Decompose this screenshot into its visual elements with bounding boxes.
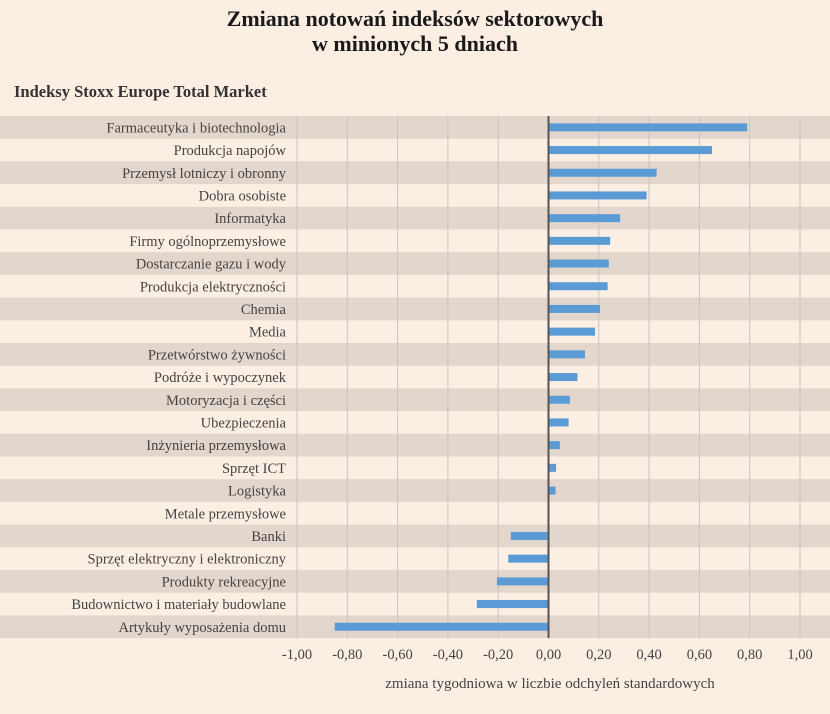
category-label: Przetwórstwo żywności: [148, 347, 286, 363]
category-label: Produkcja elektryczności: [140, 279, 286, 295]
x-axis-label: zmiana tygodniowa w liczbie odchyleń sta…: [385, 676, 715, 692]
bar: [548, 214, 621, 223]
category-label: Sprzęt elektryczny i elektroniczny: [88, 552, 287, 568]
row-stripe: [0, 570, 830, 593]
x-tick-label: 0,60: [687, 647, 712, 663]
row-stripe: [0, 252, 830, 275]
bar: [334, 622, 549, 631]
chart-title-line-2: w minionych 5 dniach: [312, 31, 518, 56]
category-label: Podróże i wypoczynek: [154, 370, 287, 386]
category-label: Artykuły wyposażenia domu: [118, 620, 286, 636]
bar: [548, 123, 748, 132]
x-tick-label: 1,00: [787, 647, 812, 663]
bar: [496, 577, 549, 586]
row-stripe: [0, 116, 830, 139]
row-stripe: [0, 479, 830, 502]
x-tick-label: 0,00: [536, 647, 561, 663]
bar: [548, 304, 601, 313]
row-stripe: [0, 433, 830, 457]
category-label: Produkcja napojów: [174, 143, 287, 159]
row-stripe: [0, 524, 830, 548]
x-tick-label: -0,40: [433, 647, 463, 663]
bar: [548, 395, 570, 404]
bar: [548, 486, 556, 495]
x-tick-label: -0,60: [382, 647, 412, 663]
category-label: Firmy ogólnoprzemysłowe: [129, 234, 286, 250]
category-label: Dostarczanie gazu i wody: [136, 257, 287, 273]
category-label: Logistyka: [228, 484, 287, 500]
bar: [548, 418, 569, 427]
category-label: Chemia: [241, 302, 287, 318]
category-label: Sprzęt ICT: [222, 461, 286, 477]
category-label: Media: [249, 325, 287, 341]
category-label: Ubezpieczenia: [201, 415, 287, 431]
row-stripe: [0, 161, 830, 185]
bar: [476, 600, 549, 609]
bar: [548, 463, 557, 472]
category-label: Inżynieria przemysłowa: [146, 438, 286, 454]
category-label: Banki: [251, 529, 286, 545]
bar: [548, 327, 596, 336]
bar: [548, 191, 647, 200]
category-label: Budownictwo i materiały budowlane: [71, 597, 286, 613]
x-tick-label: -0,20: [483, 647, 513, 663]
chart-title: Zmiana notowań indeksów sektorowych w mi…: [0, 6, 830, 56]
chart-title-line-1: Zmiana notowań indeksów sektorowych: [226, 6, 604, 31]
chart-subtitle: Indeksy Stoxx Europe Total Market: [14, 82, 267, 101]
x-tick-label: -0,80: [332, 647, 362, 663]
bar: [548, 350, 585, 359]
x-tick-label: 0,80: [737, 647, 762, 663]
bar: [548, 236, 611, 245]
row-stripe: [0, 343, 830, 366]
category-label: Przemysł lotniczy i obronny: [122, 166, 287, 182]
category-label: Informatyka: [214, 211, 286, 227]
category-label: Produkty rekreacyjne: [162, 574, 286, 590]
category-label: Farmaceutyka i biotechnologia: [106, 120, 286, 136]
x-tick-label: -1,00: [282, 647, 312, 663]
row-stripe: [0, 206, 830, 230]
bar: [548, 259, 609, 268]
category-label: Dobra osobiste: [199, 188, 286, 204]
bar: [548, 146, 712, 155]
bar: [548, 373, 578, 382]
row-stripe: [0, 297, 830, 321]
bar: [548, 168, 657, 177]
category-label: Motoryzacja i części: [166, 393, 286, 409]
bar: [548, 282, 608, 291]
bar: [510, 531, 549, 540]
bar: [548, 441, 560, 450]
bar: [508, 554, 549, 563]
category-label: Metale przemysłowe: [165, 506, 286, 522]
x-tick-label: 0,40: [636, 647, 661, 663]
row-stripe: [0, 388, 830, 412]
x-tick-label: 0,20: [586, 647, 611, 663]
